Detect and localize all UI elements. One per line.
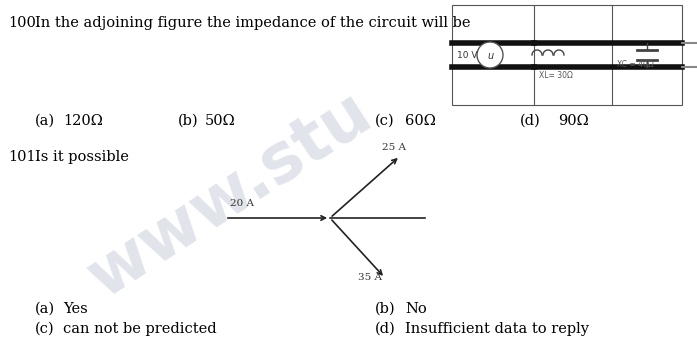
Text: 35 A: 35 A	[358, 273, 382, 282]
Text: XC = 40Ω: XC = 40Ω	[617, 60, 654, 69]
Text: (b): (b)	[178, 114, 199, 128]
Text: 60Ω: 60Ω	[405, 114, 436, 128]
Text: (b): (b)	[375, 302, 396, 316]
Text: Insufficient data to reply: Insufficient data to reply	[405, 322, 589, 336]
Text: 100.: 100.	[8, 16, 40, 30]
Text: 120Ω: 120Ω	[63, 114, 103, 128]
Text: No: No	[405, 302, 427, 316]
Text: (a): (a)	[35, 114, 55, 128]
Text: Yes: Yes	[63, 302, 88, 316]
Text: 25 A: 25 A	[382, 143, 406, 152]
Text: (d): (d)	[375, 322, 396, 336]
Text: u: u	[487, 51, 493, 61]
Text: 101.: 101.	[8, 150, 40, 164]
Circle shape	[477, 42, 503, 68]
Text: can not be predicted: can not be predicted	[63, 322, 217, 336]
Text: 20 A: 20 A	[230, 199, 254, 208]
Bar	[452, 5, 682, 105]
Text: 10 V: 10 V	[457, 51, 477, 59]
Text: (a): (a)	[35, 302, 55, 316]
Text: (d): (d)	[520, 114, 541, 128]
Text: (c): (c)	[375, 114, 395, 128]
Text: In the adjoining figure the impedance of the circuit will be: In the adjoining figure the impedance of…	[35, 16, 470, 30]
Text: www.stu: www.stu	[76, 79, 384, 311]
Text: 90Ω: 90Ω	[558, 114, 589, 128]
Text: XL= 30Ω: XL= 30Ω	[539, 71, 573, 80]
Text: (c): (c)	[35, 322, 54, 336]
Text: Is it possible: Is it possible	[35, 150, 129, 164]
Text: 50Ω: 50Ω	[205, 114, 236, 128]
